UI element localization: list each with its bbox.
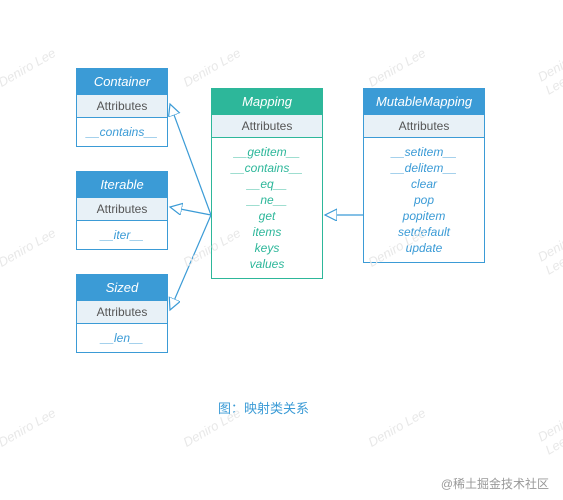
- class-method: clear: [372, 176, 476, 192]
- footer-attribution: @稀土掘金技术社区: [441, 475, 549, 492]
- inheritance-arrow: [170, 207, 211, 215]
- inheritance-arrow: [170, 104, 211, 215]
- class-title: Sized: [77, 275, 167, 300]
- class-method: __contains__: [220, 160, 314, 176]
- watermark-text: Deniro Lee: [366, 45, 429, 90]
- class-method: __ne__: [220, 192, 314, 208]
- class-title: Mapping: [212, 89, 322, 114]
- class-method: pop: [372, 192, 476, 208]
- watermark-text: Deniro Lee: [0, 225, 58, 270]
- class-section-label: Attributes: [77, 94, 167, 118]
- class-mapping: MappingAttributes__getitem____contains__…: [211, 88, 323, 279]
- class-method: __contains__: [85, 124, 159, 140]
- diagram-caption: 图：映射类关系: [218, 398, 309, 417]
- class-method: __delitem__: [372, 160, 476, 176]
- class-method: items: [220, 224, 314, 240]
- class-method: __eq__: [220, 176, 314, 192]
- class-method: values: [220, 256, 314, 272]
- watermark-text: Deniro Lee: [535, 412, 563, 457]
- watermark-text: Deniro Lee: [0, 45, 58, 90]
- watermark-text: Deniro Lee: [535, 232, 563, 277]
- inheritance-arrow: [170, 215, 211, 310]
- class-method: __iter__: [85, 227, 159, 243]
- watermark-text: Deniro Lee: [0, 405, 58, 450]
- class-method: __len__: [85, 330, 159, 346]
- class-methods: __iter__: [77, 221, 167, 249]
- class-methods: __getitem____contains____eq____ne__getit…: [212, 138, 322, 278]
- class-method: get: [220, 208, 314, 224]
- watermark-text: Deniro Lee: [535, 52, 563, 97]
- class-methods: __len__: [77, 324, 167, 352]
- class-title: Container: [77, 69, 167, 94]
- class-section-label: Attributes: [212, 114, 322, 138]
- class-title: Iterable: [77, 172, 167, 197]
- class-method: __setitem__: [372, 144, 476, 160]
- class-method: keys: [220, 240, 314, 256]
- class-method: setdefault: [372, 224, 476, 240]
- class-section-label: Attributes: [77, 300, 167, 324]
- class-method: popitem: [372, 208, 476, 224]
- class-mutable: MutableMappingAttributes__setitem____del…: [363, 88, 485, 263]
- class-iterable: IterableAttributes __iter__: [76, 171, 168, 250]
- class-title: MutableMapping: [364, 89, 484, 114]
- watermark-text: Deniro Lee: [366, 405, 429, 450]
- class-section-label: Attributes: [364, 114, 484, 138]
- class-methods: __setitem____delitem__clearpoppopitemset…: [364, 138, 484, 262]
- class-method: update: [372, 240, 476, 256]
- class-sized: SizedAttributes __len__: [76, 274, 168, 353]
- class-section-label: Attributes: [77, 197, 167, 221]
- class-container: ContainerAttributes __contains__: [76, 68, 168, 147]
- class-method: __getitem__: [220, 144, 314, 160]
- class-methods: __contains__: [77, 118, 167, 146]
- watermark-text: Deniro Lee: [181, 45, 244, 90]
